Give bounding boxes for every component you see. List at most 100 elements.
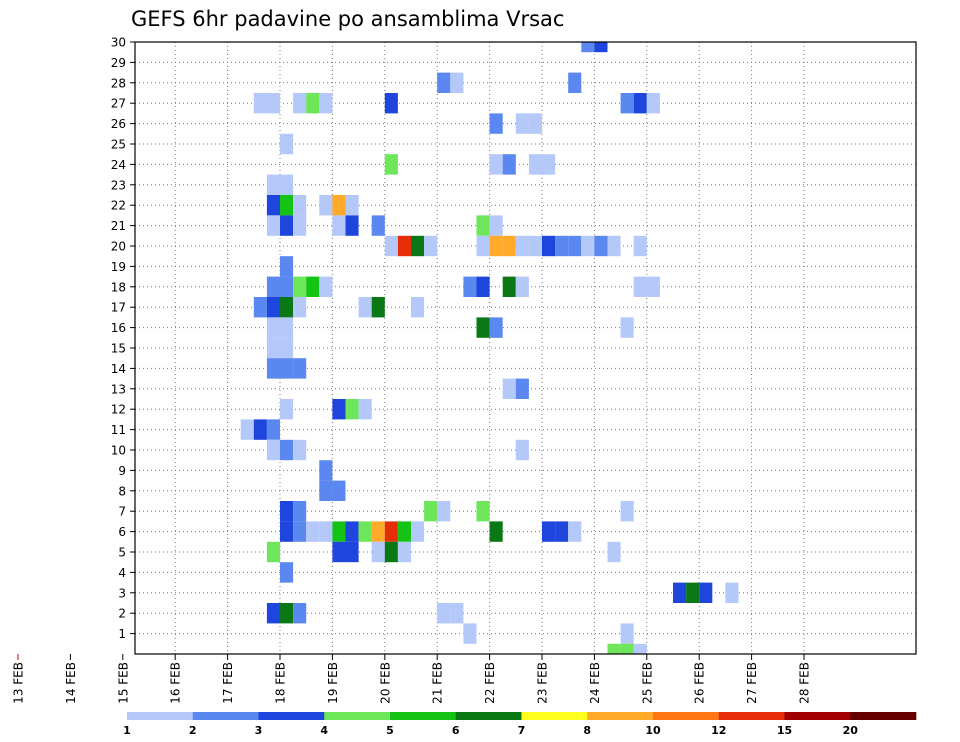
x-tick-label: 17 FEB xyxy=(221,662,235,704)
x-tick-label: 22 FEB xyxy=(483,662,497,704)
precip-cell xyxy=(266,317,280,338)
colorbar-label: 12 xyxy=(711,724,726,737)
precip-cell xyxy=(384,521,398,542)
colorbar-label: 20 xyxy=(843,724,859,737)
precip-cell xyxy=(332,541,346,563)
precip-cell xyxy=(555,235,569,257)
colorbar-swatch xyxy=(587,712,654,720)
precip-cell xyxy=(633,643,647,654)
colorbar-label: 8 xyxy=(583,724,591,737)
colorbar-label: 3 xyxy=(255,724,263,737)
precip-cell xyxy=(371,541,385,563)
precip-cell xyxy=(266,603,280,624)
precip-cell xyxy=(293,215,307,236)
x-tick-label: 27 FEB xyxy=(745,662,759,704)
y-tick-label: 27 xyxy=(111,97,126,111)
y-tick-label: 23 xyxy=(111,178,126,192)
y-tick-label: 29 xyxy=(111,56,126,70)
precip-cell xyxy=(266,215,280,236)
precip-cell xyxy=(542,235,556,257)
precip-cell xyxy=(280,297,294,318)
precip-cell xyxy=(293,501,307,522)
precip-cell xyxy=(280,358,294,379)
precip-cell xyxy=(253,419,267,440)
precip-cell xyxy=(528,154,542,175)
precip-cell xyxy=(620,501,634,522)
precip-cell xyxy=(280,399,294,420)
precip-cell xyxy=(515,378,529,399)
precip-cell xyxy=(725,582,739,603)
precip-cell xyxy=(397,235,411,257)
colorbar-swatch xyxy=(521,712,588,720)
precip-cell xyxy=(345,215,359,236)
precip-cell xyxy=(266,195,280,216)
precip-cell xyxy=(489,317,503,338)
colorbar-label: 6 xyxy=(452,724,460,737)
precip-cell xyxy=(489,235,503,257)
y-axis-ticks: 1234567891011121314151617181920212223242… xyxy=(111,36,135,641)
precip-cell xyxy=(319,195,333,216)
precip-cell xyxy=(411,235,425,257)
y-tick-label: 26 xyxy=(111,117,126,131)
precip-cell xyxy=(397,541,411,563)
precip-cell xyxy=(489,113,503,134)
precip-cell xyxy=(266,541,280,563)
precip-cell xyxy=(293,93,307,114)
precip-cell xyxy=(476,215,490,236)
precip-cell xyxy=(293,521,307,542)
precipitation-cells xyxy=(240,42,739,654)
precip-cell xyxy=(437,603,451,624)
y-tick-label: 2 xyxy=(118,607,126,621)
precip-cell xyxy=(293,358,307,379)
precip-cell xyxy=(306,93,320,114)
precip-cell xyxy=(502,378,516,399)
precip-cell xyxy=(502,154,516,175)
precip-cell xyxy=(515,439,529,461)
y-tick-label: 22 xyxy=(111,199,126,213)
precip-cell xyxy=(424,501,438,522)
precip-cell xyxy=(397,521,411,542)
x-tick-label: 18 FEB xyxy=(274,662,288,704)
precip-cell xyxy=(555,521,569,542)
precip-cell xyxy=(581,42,595,53)
x-tick-label: 13 FEB xyxy=(12,662,26,704)
y-tick-label: 21 xyxy=(111,219,126,233)
precip-cell xyxy=(332,521,346,542)
precip-cell xyxy=(489,215,503,236)
precip-cell xyxy=(266,93,280,114)
precip-cell xyxy=(686,582,700,603)
precip-cell xyxy=(266,174,280,195)
colorbar-label: 7 xyxy=(518,724,526,737)
precip-cell xyxy=(293,603,307,624)
x-tick-label: 16 FEB xyxy=(169,662,183,704)
precip-cell xyxy=(280,439,294,461)
precip-cell xyxy=(345,521,359,542)
y-tick-label: 8 xyxy=(118,484,126,498)
y-tick-label: 15 xyxy=(111,342,126,356)
y-tick-label: 5 xyxy=(118,546,126,560)
colorbar-swatch xyxy=(653,712,720,720)
y-tick-label: 9 xyxy=(118,464,126,478)
colorbar-swatch xyxy=(784,712,851,720)
precip-cell xyxy=(293,276,307,297)
x-tick-label: 23 FEB xyxy=(536,662,550,704)
precip-cell xyxy=(280,603,294,624)
precip-cell xyxy=(502,235,516,257)
precip-cell xyxy=(633,93,647,114)
precip-cell xyxy=(332,480,346,501)
precip-cell xyxy=(450,603,464,624)
precip-cell xyxy=(620,93,634,114)
precip-cell xyxy=(620,643,634,654)
precip-cell xyxy=(568,521,582,542)
precip-cell xyxy=(332,399,346,420)
colorbar-label: 4 xyxy=(320,724,328,737)
precip-cell xyxy=(293,439,307,461)
x-axis-ticks: 13 FEB 14 FEB 15 FEB 16 FEB 17 FEB 18 FEB 19 F… xyxy=(12,654,812,704)
precip-cell xyxy=(293,297,307,318)
colorbar-label: 15 xyxy=(777,724,792,737)
precip-cell xyxy=(476,317,490,338)
precip-cell xyxy=(280,195,294,216)
precip-cell xyxy=(620,623,634,644)
precip-cell xyxy=(240,419,254,440)
precip-cell xyxy=(253,297,267,318)
